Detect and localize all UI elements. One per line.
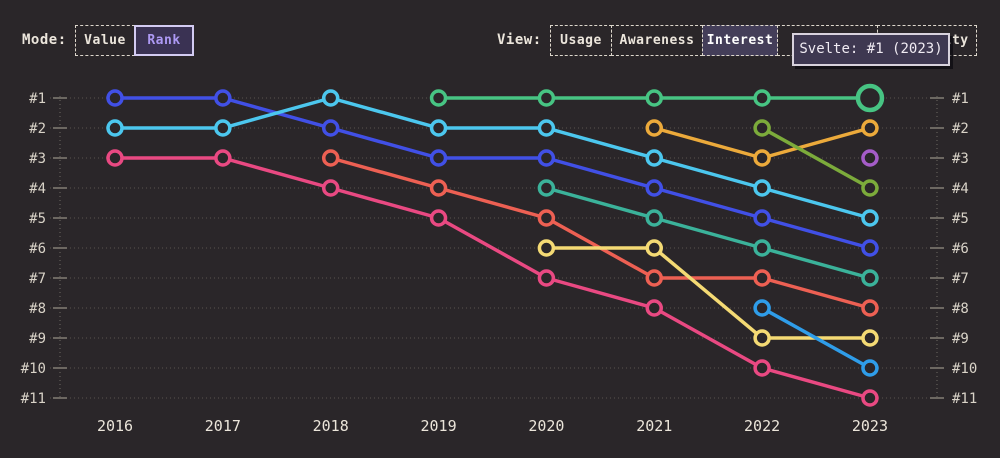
point-yellow-2023[interactable] — [861, 329, 879, 347]
point-orange-2022[interactable] — [753, 149, 771, 167]
series-line-tomato — [328, 156, 872, 310]
rank-label-right-6: #6 — [952, 241, 969, 257]
rank-label-left-11: #11 — [21, 391, 46, 407]
point-blue-2017[interactable] — [214, 89, 232, 107]
point-blue-2016[interactable] — [106, 89, 124, 107]
point-tomato-2018[interactable] — [321, 149, 340, 167]
rank-label-left-6: #6 — [29, 241, 46, 257]
rank-label-right-3: #3 — [952, 151, 969, 167]
point-yellow-2021[interactable] — [645, 239, 663, 257]
mode-label: Mode: — [22, 32, 67, 48]
point-green-2020[interactable] — [537, 89, 556, 107]
point-cyan-2023[interactable] — [861, 209, 879, 227]
point-blue-2021[interactable] — [645, 179, 663, 197]
point-cyan-2018[interactable] — [321, 89, 340, 107]
year-label-2017: 2017 — [205, 417, 241, 435]
point-pink-2022[interactable] — [753, 359, 771, 377]
point-pink-2016[interactable] — [106, 149, 124, 167]
series-points-layer — [106, 83, 885, 407]
year-label-2018: 2018 — [313, 417, 349, 435]
point-green-2023[interactable] — [855, 83, 885, 113]
rank-label-right-9: #9 — [952, 331, 969, 347]
point-tomato-2019[interactable] — [429, 179, 448, 197]
point-blue-2022[interactable] — [753, 209, 771, 227]
year-label-2023: 2023 — [852, 417, 888, 435]
rank-label-right-7: #7 — [952, 271, 969, 287]
point-teal-2020[interactable] — [537, 179, 556, 197]
point-olive-2023[interactable] — [861, 179, 879, 197]
point-pink-2019[interactable] — [429, 209, 448, 227]
year-label-2016: 2016 — [97, 417, 133, 435]
point-cyan-2021[interactable] — [645, 149, 663, 167]
rank-label-right-4: #4 — [952, 181, 969, 197]
point-teal-2021[interactable] — [645, 209, 663, 227]
series-line-teal — [544, 186, 872, 280]
series-line-skyblue — [760, 306, 872, 370]
series-line-blue — [113, 96, 872, 250]
point-yellow-2022[interactable] — [753, 329, 771, 347]
year-label-2019: 2019 — [420, 417, 456, 435]
point-blue-2018[interactable] — [321, 119, 340, 137]
point-tomato-2021[interactable] — [645, 269, 663, 287]
point-olive-2022[interactable] — [753, 119, 771, 137]
mode-option-rank[interactable]: Rank — [134, 25, 194, 56]
point-skyblue-2022[interactable] — [753, 299, 771, 317]
rank-label-right-5: #5 — [952, 211, 969, 227]
rank-label-right-2: #2 — [952, 121, 969, 137]
series-line-pink — [113, 156, 872, 400]
point-blue-2023[interactable] — [861, 239, 879, 257]
point-tomato-2020[interactable] — [537, 209, 556, 227]
axis-labels-layer: #1 #1 #2 #2 #3 #3 #4 #4 #5 #5 #6 #6 #7 #7 #8 #8 #9 #9 #10 #… — [21, 91, 978, 435]
point-pink-2023[interactable] — [861, 389, 879, 407]
rank-label-left-10: #10 — [21, 361, 46, 377]
rank-label-left-4: #4 — [29, 181, 46, 197]
grid-layer — [50, 96, 944, 400]
point-green-2019[interactable] — [429, 89, 448, 107]
point-orange-2021[interactable] — [645, 119, 663, 137]
point-blue-2020[interactable] — [537, 149, 556, 167]
rank-label-right-1: #1 — [952, 91, 969, 107]
point-pink-2021[interactable] — [645, 299, 663, 317]
rank-label-left-5: #5 — [29, 211, 46, 227]
point-cyan-2019[interactable] — [429, 119, 448, 137]
rank-label-left-9: #9 — [29, 331, 46, 347]
year-label-2022: 2022 — [744, 417, 780, 435]
point-purple-2023[interactable] — [861, 149, 879, 167]
rank-label-left-1: #1 — [29, 91, 46, 107]
tooltip: Svelte: #1 (2023) — [792, 33, 950, 66]
point-teal-2022[interactable] — [753, 239, 771, 257]
point-yellow-2020[interactable] — [537, 239, 556, 257]
rank-label-right-8: #8 — [952, 301, 969, 317]
rank-label-left-8: #8 — [29, 301, 46, 317]
point-cyan-2020[interactable] — [537, 119, 556, 137]
point-green-2022[interactable] — [753, 89, 771, 107]
year-label-2020: 2020 — [528, 417, 564, 435]
rank-label-left-3: #3 — [29, 151, 46, 167]
series-line-olive — [760, 126, 872, 190]
point-pink-2017[interactable] — [214, 149, 232, 167]
point-teal-2023[interactable] — [861, 269, 879, 287]
point-cyan-2022[interactable] — [753, 179, 771, 197]
view-label: View: — [497, 32, 542, 48]
rank-label-left-7: #7 — [29, 271, 46, 287]
point-cyan-2016[interactable] — [106, 119, 124, 137]
rank-label-right-10: #10 — [952, 361, 977, 377]
point-tomato-2022[interactable] — [753, 269, 771, 287]
point-pink-2018[interactable] — [321, 179, 340, 197]
year-label-2021: 2021 — [636, 417, 672, 435]
point-cyan-2017[interactable] — [214, 119, 232, 137]
point-blue-2019[interactable] — [429, 149, 448, 167]
point-pink-2020[interactable] — [537, 269, 556, 287]
tooltip-text: Svelte: #1 (2023) — [799, 41, 943, 57]
rank-label-right-11: #11 — [952, 391, 977, 407]
series-line-cyan — [113, 96, 872, 220]
rank-label-left-2: #2 — [29, 121, 46, 137]
point-green-2021[interactable] — [645, 89, 663, 107]
point-skyblue-2023[interactable] — [861, 359, 879, 377]
series-lines-layer — [113, 96, 872, 400]
point-orange-2023[interactable] — [861, 119, 879, 137]
point-tomato-2023[interactable] — [861, 299, 879, 317]
